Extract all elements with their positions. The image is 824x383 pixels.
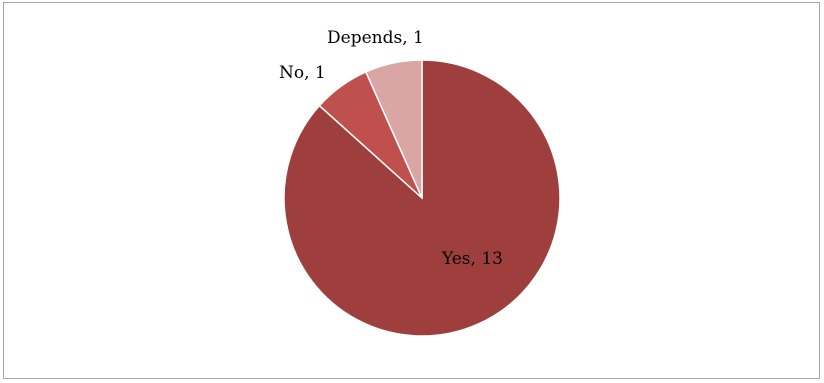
pie-slice-depends — [364, 59, 423, 199]
chart-area: Yes, 13 No, 1 Depends, 1 — [3, 2, 820, 379]
pie-chart: Yes, 13 No, 1 Depends, 1 — [279, 28, 561, 337]
data-label-yes: Yes, 13 — [441, 249, 503, 269]
pie-slices — [283, 59, 561, 337]
data-label-no: No, 1 — [279, 63, 326, 83]
data-label-depends: Depends, 1 — [327, 28, 424, 48]
